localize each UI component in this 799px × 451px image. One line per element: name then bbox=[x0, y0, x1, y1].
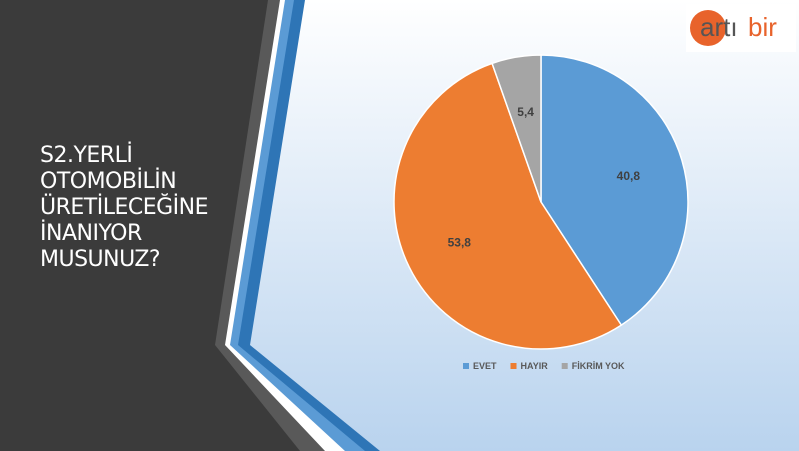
logo-text: artı bbox=[700, 12, 738, 42]
dark-panel bbox=[0, 0, 300, 451]
pie-slice bbox=[491, 54, 542, 203]
legend-swatch bbox=[510, 363, 517, 369]
pie-slice bbox=[393, 62, 623, 350]
chart-title: S2.YERLİ OTOMOBİLİN ÜRETİLECEĞİNE İNANIY… bbox=[40, 143, 209, 272]
data-label: 5,4 bbox=[517, 105, 534, 119]
data-label: 40,8 bbox=[617, 169, 641, 183]
legend-swatch bbox=[463, 363, 469, 369]
legend-swatch bbox=[561, 363, 568, 369]
logo-text: bir bbox=[748, 12, 777, 42]
data-label: 53,8 bbox=[448, 235, 472, 249]
logo-circle bbox=[690, 10, 726, 46]
legend-label: HAYIR bbox=[521, 361, 549, 371]
legend-label: FİKRİM YOK bbox=[572, 361, 625, 371]
legend-label: EVET bbox=[473, 361, 497, 371]
